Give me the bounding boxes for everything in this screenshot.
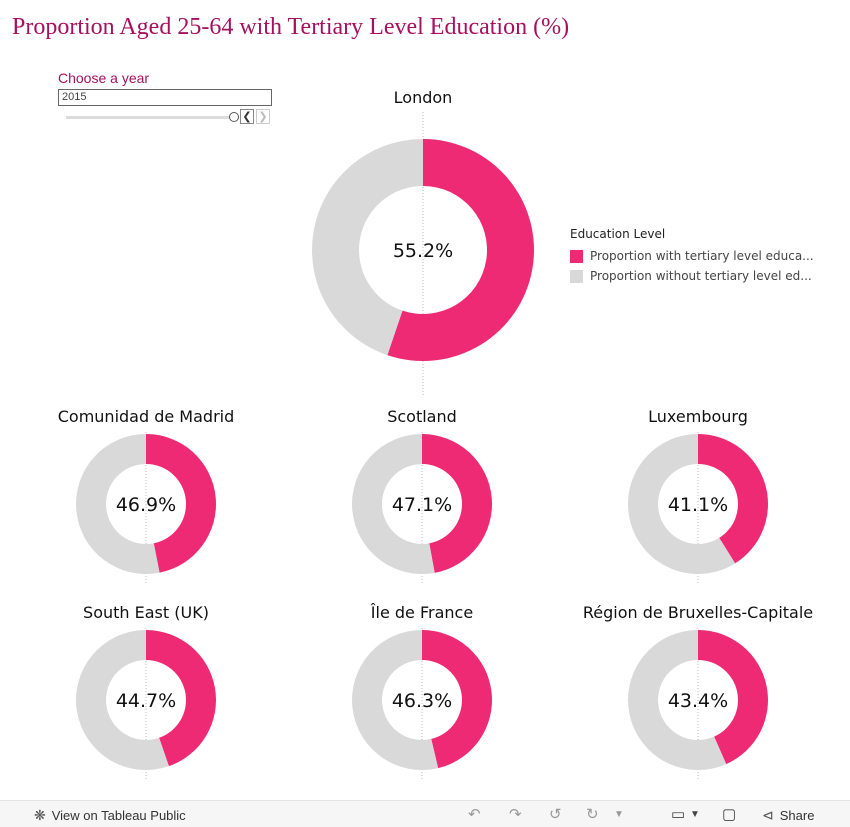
slice-with-tertiary-luxembourg[interactable] (698, 434, 769, 564)
legend-swatch-without (570, 269, 583, 283)
chevron-down-icon[interactable]: ▼ (614, 809, 624, 820)
legend: Education Level Proportion with tertiary… (570, 227, 814, 286)
year-value-field[interactable]: 2015 (58, 89, 272, 106)
revert-icon[interactable]: ↺ (549, 806, 562, 823)
slice-without-tertiary-south-east-uk[interactable] (76, 630, 169, 770)
slice-with-tertiary-region-de-bruxelles-capitale[interactable] (698, 630, 769, 765)
share-button[interactable]: ⊲ Share (762, 807, 814, 824)
tableau-logo-icon: ❋ (34, 807, 46, 823)
refresh-icon[interactable]: ↻ (586, 806, 599, 823)
undo-icon[interactable]: ↶ (468, 806, 481, 823)
download-menu-chevron-icon[interactable]: ▼ (690, 809, 700, 820)
slice-without-tertiary-luxembourg[interactable] (628, 434, 736, 574)
region-title-london: London (393, 88, 453, 107)
value-label-ile-de-france: 46.3% (392, 690, 452, 712)
slice-without-tertiary-comunidad-de-madrid[interactable] (76, 434, 160, 574)
slice-with-tertiary-scotland[interactable] (422, 434, 493, 573)
legend-item-without-tertiary[interactable]: Proportion without tertiary level ed... (570, 266, 812, 286)
slice-with-tertiary-comunidad-de-madrid[interactable] (146, 434, 216, 573)
legend-item-with-tertiary[interactable]: Proportion with tertiary level educa... (570, 246, 814, 266)
slice-without-tertiary-ile-de-france[interactable] (352, 630, 439, 770)
year-slider[interactable]: ❮ ❯ (58, 108, 274, 126)
legend-label-with: Proportion with tertiary level educa... (590, 249, 814, 263)
slice-with-tertiary-ile-de-france[interactable] (422, 630, 493, 769)
view-on-tableau-link[interactable]: ❋ View on Tableau Public (34, 807, 186, 824)
slice-with-tertiary-south-east-uk[interactable] (146, 630, 217, 767)
slice-without-tertiary-region-de-bruxelles-capitale[interactable] (627, 630, 727, 770)
year-filter: Choose a year 2015 ❮ ❯ (58, 70, 274, 126)
year-slider-thumb[interactable] (229, 112, 239, 122)
fullscreen-icon[interactable]: ▢ (722, 806, 737, 823)
slice-without-tertiary-london[interactable] (312, 139, 423, 356)
region-title-south-east: South East (UK) (83, 603, 209, 622)
year-filter-label: Choose a year (58, 70, 150, 86)
region-title-bruxelles: Région de Bruxelles-Capitale (582, 603, 814, 622)
legend-swatch-with (570, 249, 583, 263)
redo-icon[interactable]: ↷ (509, 806, 522, 823)
legend-title: Education Level (570, 227, 666, 241)
region-title-scotland: Scotland (387, 407, 457, 426)
legend-label-without: Proportion without tertiary level ed... (590, 269, 812, 283)
slice-without-tertiary-scotland[interactable] (352, 434, 435, 574)
page-title: Proportion Aged 25-64 with Tertiary Leve… (12, 14, 570, 40)
next-year-button[interactable]: ❯ (256, 109, 270, 124)
share-icon: ⊲ (762, 807, 774, 823)
region-title-ile-de-france: Île de France (370, 603, 474, 622)
value-label-south-east-uk: 44.7% (116, 690, 176, 712)
value-label-luxembourg: 41.1% (668, 494, 728, 516)
slice-with-tertiary-london[interactable] (387, 139, 535, 361)
year-slider-track[interactable] (66, 116, 234, 119)
value-label-comunidad-de-madrid: 46.9% (116, 494, 176, 516)
region-title-madrid: Comunidad de Madrid (57, 407, 235, 426)
tableau-toolbar: ❋ View on Tableau Public ↶ ↷ ↺ ↻ ▼ ▭ ▼ ▢… (0, 800, 850, 827)
value-label-region-de-bruxelles-capitale: 43.4% (668, 690, 728, 712)
region-title-luxembourg: Luxembourg (648, 407, 748, 426)
download-icon[interactable]: ▭ (671, 806, 686, 823)
previous-year-button[interactable]: ❮ (240, 109, 254, 124)
value-label-london: 55.2% (393, 240, 453, 262)
donut-charts: 55.2% 46.9% 47.1% 41.1% 44.7% 46.3% 43.4% (76, 112, 769, 780)
view-on-tableau-label: View on Tableau Public (51, 808, 186, 823)
value-label-scotland: 47.1% (392, 494, 452, 516)
share-label: Share (779, 808, 815, 823)
